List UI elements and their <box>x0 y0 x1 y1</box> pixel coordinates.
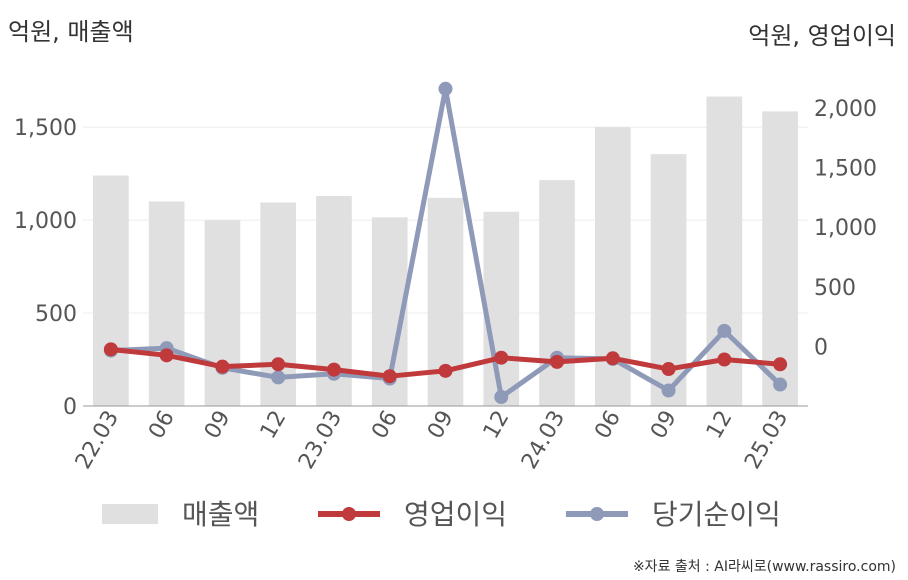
x-tick-label: 06 <box>367 407 403 444</box>
point-net-income <box>661 383 676 398</box>
x-tick-label: 25.03 <box>740 407 793 474</box>
source-note: ※자료 출처 : AI라씨로(www.rassiro.com) <box>632 559 896 575</box>
left-axis-unit: 억원, 매출액 <box>8 18 134 46</box>
point-operating-profit <box>382 369 397 384</box>
bar-revenue <box>93 175 129 406</box>
x-tick-label: 24.03 <box>517 407 570 474</box>
point-operating-profit <box>605 351 620 366</box>
point-operating-profit <box>215 359 230 374</box>
bar-revenue <box>762 111 798 407</box>
x-tick-label: 12 <box>702 407 738 444</box>
x-tick-label: 06 <box>144 407 180 444</box>
right-tick-label: 0 <box>814 335 828 360</box>
bar-revenue <box>148 201 185 406</box>
right-tick-label: 2,000 <box>814 97 877 122</box>
point-operating-profit <box>717 352 732 367</box>
point-operating-profit <box>326 362 341 377</box>
x-tick-label: 12 <box>479 407 515 444</box>
x-tick-label: 09 <box>646 407 682 444</box>
legend-label: 당기순이익 <box>652 498 781 531</box>
right-tick-label: 500 <box>814 276 856 301</box>
right-tick-label: 1,500 <box>814 157 877 182</box>
point-operating-profit <box>550 354 565 369</box>
point-operating-profit <box>438 363 453 378</box>
point-operating-profit <box>271 357 286 372</box>
x-tick-label: 09 <box>200 407 236 444</box>
point-operating-profit <box>661 362 676 377</box>
point-net-income <box>438 81 453 96</box>
left-tick-label: 500 <box>35 302 77 327</box>
left-tick-label: 1,500 <box>14 116 77 141</box>
point-net-income <box>773 377 788 392</box>
point-net-income <box>271 370 286 385</box>
right-tick-label: 1,000 <box>814 216 877 241</box>
x-tick-label: 12 <box>256 407 292 444</box>
x-tick-label: 06 <box>590 407 626 444</box>
legend-label: 매출액 <box>182 498 259 531</box>
bar-revenue <box>539 180 575 406</box>
left-tick-label: 0 <box>63 395 77 420</box>
point-operating-profit <box>494 350 509 365</box>
right-axis-unit: 억원, 영업이익 <box>748 22 896 50</box>
x-tick-label: 09 <box>423 407 459 444</box>
point-operating-profit <box>159 348 174 363</box>
point-operating-profit <box>773 357 788 372</box>
legend-swatch-bar <box>102 504 158 524</box>
x-tick-label: 22.03 <box>71 407 124 474</box>
legend-swatch-marker <box>342 507 356 521</box>
legend-swatch-marker <box>590 507 604 521</box>
legend-label: 영업이익 <box>404 498 507 531</box>
bar-revenue <box>483 211 520 406</box>
point-operating-profit <box>103 342 118 357</box>
point-net-income <box>717 323 732 338</box>
point-net-income <box>494 390 509 405</box>
left-tick-label: 1,000 <box>14 209 77 234</box>
bar-revenue <box>204 220 241 406</box>
x-tick-label: 23.03 <box>294 407 347 474</box>
